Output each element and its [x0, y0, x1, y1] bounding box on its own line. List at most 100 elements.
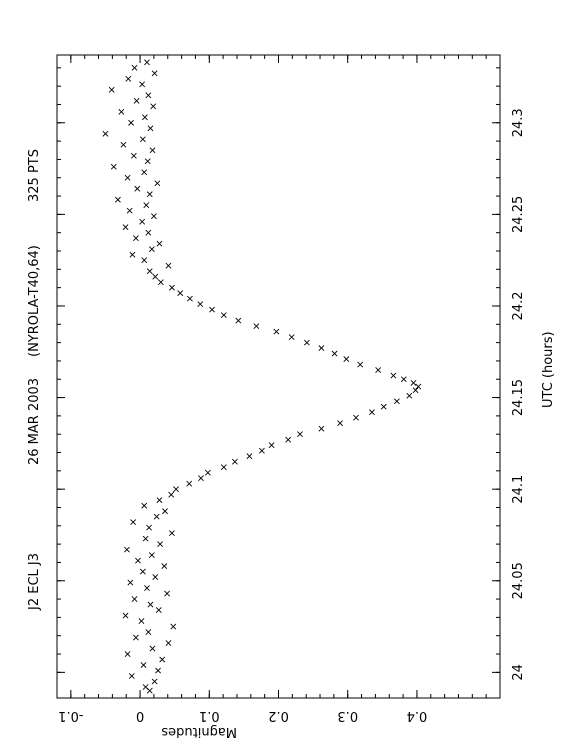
x-axis-label: UTC (hours) — [541, 331, 556, 408]
data-point — [155, 607, 162, 613]
data-point — [125, 75, 132, 82]
data-point — [150, 213, 157, 220]
data-point — [129, 251, 136, 258]
data-point — [108, 86, 115, 93]
header-target: J2 ECL J3 — [27, 553, 42, 611]
data-point — [297, 431, 303, 438]
data-point — [147, 125, 154, 132]
y-tick-label: 0.4 — [407, 708, 428, 723]
data-point — [141, 169, 148, 176]
data-point — [132, 235, 139, 242]
data-point — [148, 246, 155, 253]
data-point — [173, 486, 179, 493]
data-point — [133, 97, 140, 104]
data-point — [131, 64, 138, 71]
data-point — [198, 475, 204, 482]
data-point — [144, 59, 150, 66]
data-point — [110, 163, 117, 170]
x-tick-label: 24.15 — [511, 379, 526, 416]
data-point — [138, 618, 145, 624]
data-points — [102, 59, 422, 694]
data-point — [253, 323, 260, 330]
data-point — [139, 218, 146, 225]
data-point — [135, 557, 141, 564]
x-tick-label: 24.2 — [511, 291, 526, 320]
data-point — [152, 273, 159, 280]
data-point — [156, 240, 163, 247]
data-point — [131, 596, 138, 602]
data-point — [153, 513, 160, 520]
data-point — [151, 678, 158, 685]
data-point — [177, 290, 184, 297]
data-point — [134, 185, 141, 192]
data-point — [145, 92, 152, 99]
data-point — [132, 634, 139, 641]
data-point — [141, 257, 148, 264]
data-point — [353, 414, 359, 421]
plot-frame — [56, 54, 501, 699]
data-point — [140, 662, 147, 668]
data-point — [151, 70, 158, 77]
header-points: 325 PTS — [27, 149, 42, 202]
data-point — [128, 673, 135, 679]
x-tick-label: 24.05 — [511, 562, 526, 599]
data-point — [390, 372, 397, 379]
data-point — [141, 114, 148, 121]
data-point — [146, 191, 153, 198]
data-point — [400, 376, 407, 383]
data-point — [165, 640, 172, 646]
y-axis-label: Magnitudes — [161, 724, 237, 739]
data-point — [164, 590, 170, 597]
header-date: 26 MAR 2003 — [27, 378, 42, 465]
data-point — [209, 306, 215, 313]
data-point — [149, 645, 156, 652]
data-point — [318, 345, 325, 352]
data-point — [268, 442, 275, 449]
data-point — [146, 524, 152, 531]
data-point — [120, 141, 127, 148]
data-point — [139, 136, 146, 143]
data-point — [143, 202, 150, 209]
data-point — [231, 458, 238, 465]
data-point — [186, 480, 193, 487]
data-point — [144, 158, 151, 165]
y-tick-label: 0.1 — [199, 708, 220, 723]
data-point — [197, 301, 204, 308]
y-tick-label: -0.1 — [58, 708, 83, 723]
data-point — [412, 387, 419, 394]
data-point — [142, 535, 149, 542]
data-point — [145, 229, 152, 236]
data-point — [161, 563, 168, 570]
y-tick-label: 0.2 — [268, 708, 289, 723]
data-point — [337, 420, 344, 427]
data-point — [186, 295, 193, 302]
data-point — [128, 119, 134, 126]
x-tick-label: 24.25 — [511, 196, 526, 233]
data-point — [155, 667, 161, 674]
data-point — [126, 207, 133, 214]
data-point — [168, 491, 175, 498]
data-point — [380, 403, 387, 410]
data-point — [118, 108, 125, 115]
data-point — [157, 541, 164, 548]
data-point — [288, 334, 295, 341]
data-point — [149, 147, 156, 154]
data-point — [162, 508, 168, 515]
data-point — [204, 469, 211, 476]
data-point — [142, 684, 149, 690]
data-point — [220, 312, 227, 319]
data-point — [406, 392, 413, 399]
data-point — [145, 629, 152, 635]
data-point — [303, 339, 310, 346]
data-point — [170, 623, 177, 630]
data-point — [154, 180, 161, 187]
data-point — [124, 174, 131, 181]
data-point — [168, 530, 175, 537]
data-point — [139, 568, 146, 575]
data-point — [157, 279, 164, 286]
data-point — [102, 130, 109, 137]
data-point — [410, 379, 417, 386]
data-point — [235, 317, 242, 324]
data-point — [146, 268, 153, 275]
